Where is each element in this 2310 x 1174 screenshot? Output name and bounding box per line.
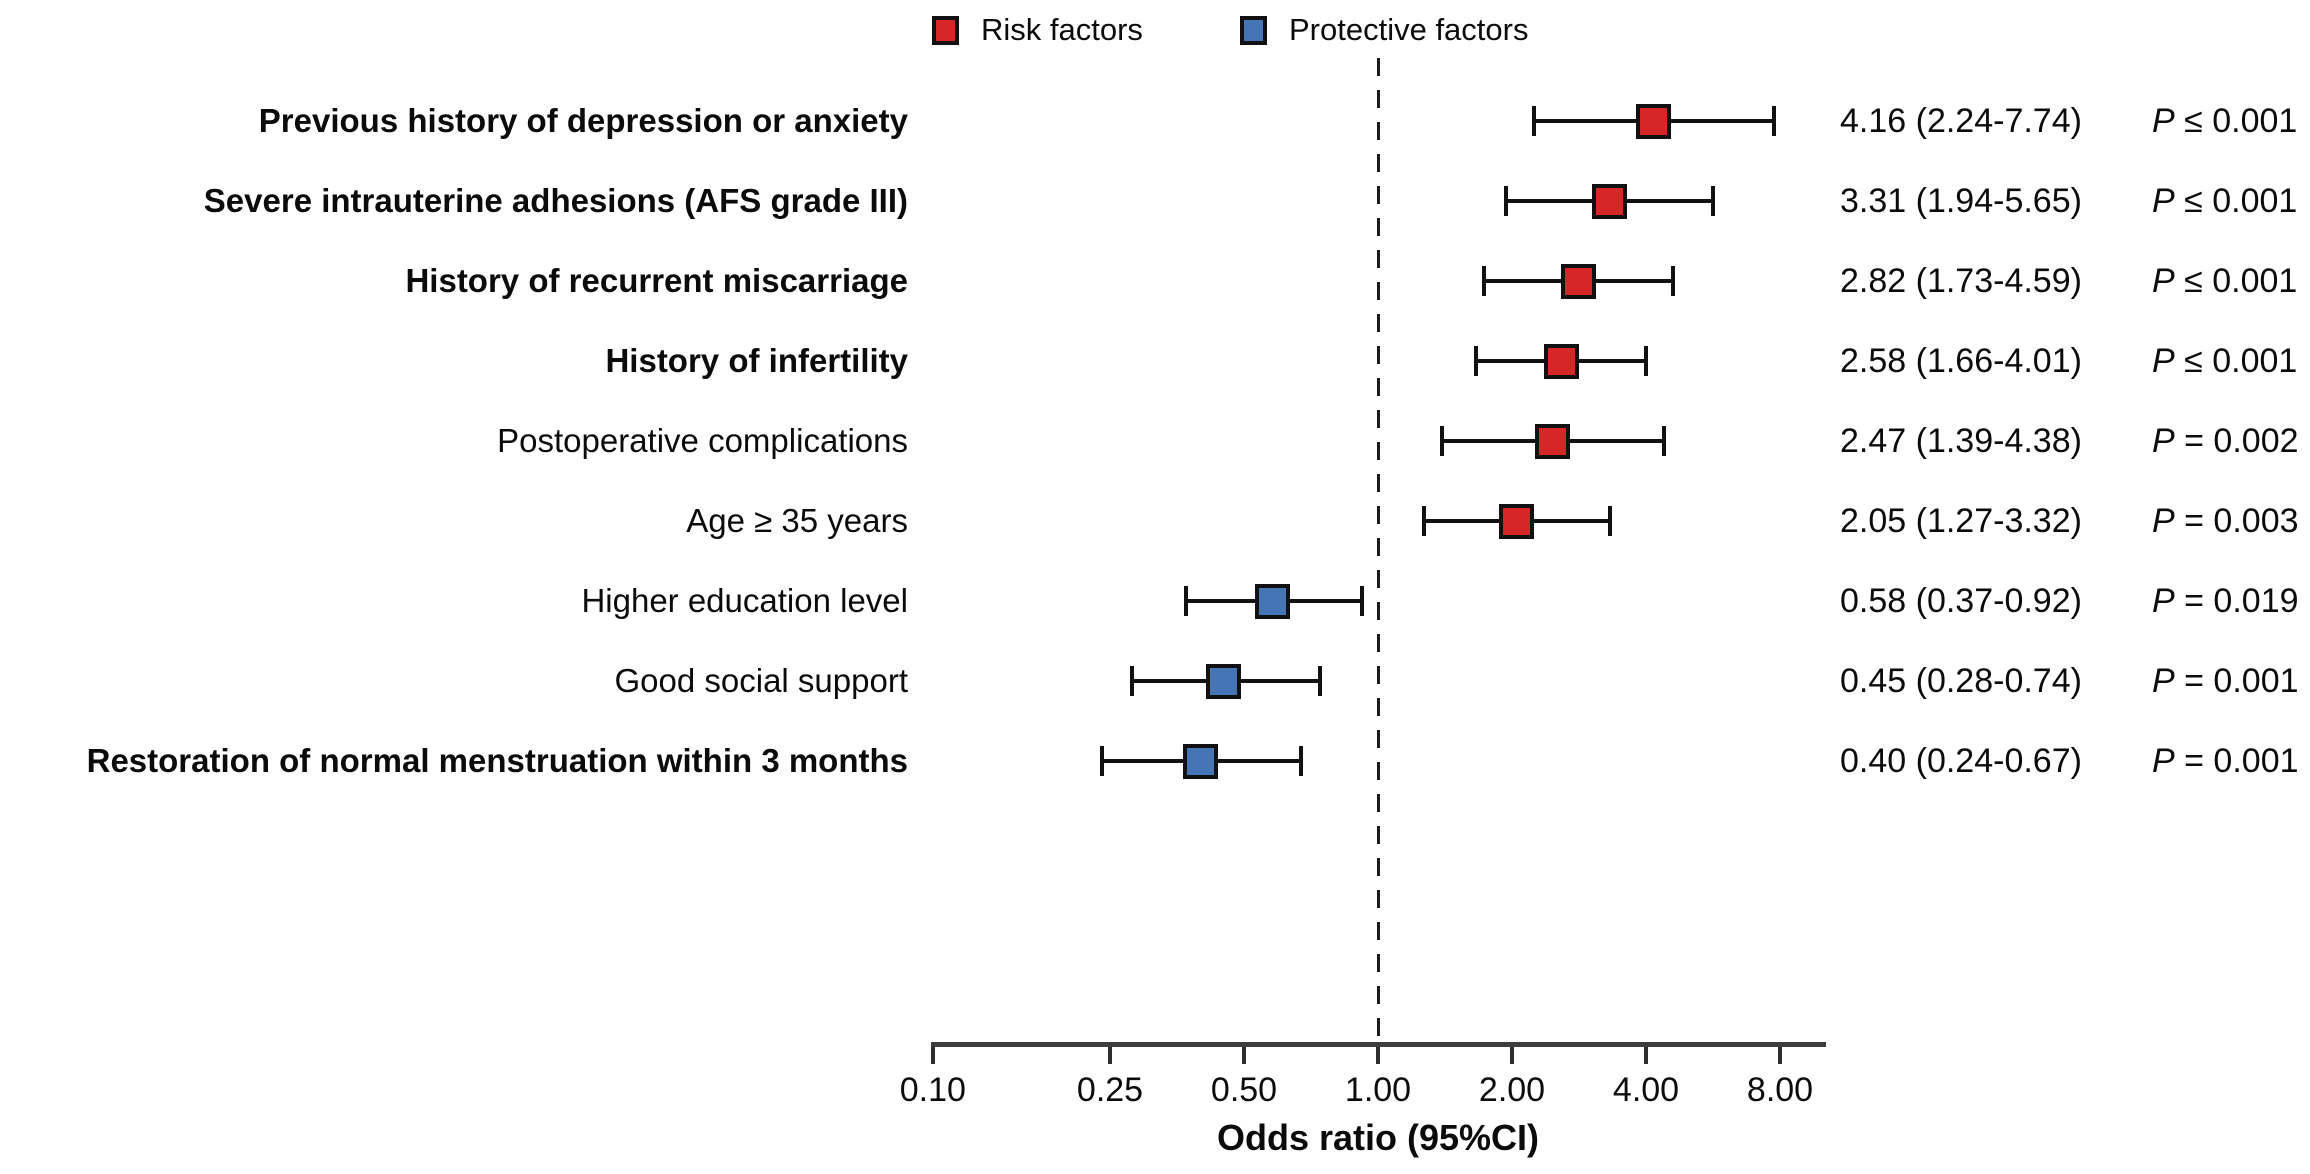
or-marker: [1560, 263, 1596, 299]
p-value: P = 0.002: [2152, 422, 2299, 460]
row-label: Previous history of depression or anxiet…: [258, 102, 908, 139]
estimate-value: 0.40 (0.24-0.67): [1840, 742, 2082, 780]
or-marker: [1591, 183, 1627, 219]
p-symbol: P: [2152, 582, 2175, 620]
or-marker: [1636, 103, 1672, 139]
estimate-value: 2.58 (1.66-4.01): [1840, 342, 2082, 380]
p-value: P = 0.001: [2152, 742, 2299, 780]
ci-cap-right: [1317, 666, 1322, 696]
ci-cap-right: [1710, 186, 1715, 216]
axis-tick-label: 8.00: [1746, 1071, 1814, 1109]
ci-cap-left: [1531, 106, 1536, 136]
estimate-value: 3.31 (1.94-5.65): [1840, 182, 2082, 220]
p-symbol: P: [2152, 262, 2175, 300]
estimate-value: 0.58 (0.37-0.92): [1840, 582, 2082, 620]
ci-cap-right: [1359, 586, 1364, 616]
p-value: P ≤ 0.001: [2152, 182, 2298, 220]
ci-cap-left: [1439, 426, 1444, 456]
estimate-value: 2.82 (1.73-4.59): [1840, 262, 2082, 300]
p-value: P = 0.003: [2152, 502, 2299, 540]
p-symbol: P: [2152, 422, 2175, 460]
row-label: Good social support: [614, 662, 908, 699]
ci-cap-left: [1100, 746, 1105, 776]
p-value: P ≤ 0.001: [2152, 102, 2298, 140]
axis-tick-label: 2.00: [1478, 1071, 1546, 1109]
axis-tick: [1242, 1047, 1246, 1064]
axis-tick-label: 1.00: [1344, 1071, 1412, 1109]
p-value: P ≤ 0.001: [2152, 262, 2298, 300]
row-label: History of recurrent miscarriage: [405, 262, 908, 299]
axis-tick-label: 0.25: [1076, 1071, 1144, 1109]
risk-factors-swatch-icon: [932, 15, 959, 45]
axis-tick: [1510, 1047, 1514, 1064]
ci-cap-left: [1183, 586, 1188, 616]
axis-tick-label: 0.10: [899, 1071, 966, 1109]
p-symbol: P: [2152, 102, 2175, 140]
axis-tick: [930, 1047, 935, 1064]
p-symbol: P: [2152, 742, 2175, 780]
p-symbol: P: [2152, 342, 2175, 380]
p-value: P ≤ 0.001: [2152, 342, 2298, 380]
x-axis-line: [931, 1042, 1826, 1047]
ci-cap-right: [1771, 106, 1776, 136]
row-label: Higher education level: [581, 582, 908, 619]
ci-cap-right: [1298, 746, 1303, 776]
axis-tick: [1644, 1047, 1648, 1064]
p-value: P = 0.019: [2152, 582, 2299, 620]
estimate-value: 4.16 (2.24-7.74): [1840, 102, 2082, 140]
legend-item-risk: Risk factors: [932, 10, 1143, 50]
row-label: Restoration of normal menstruation withi…: [86, 742, 908, 779]
ci-cap-left: [1473, 346, 1478, 376]
or-marker: [1206, 663, 1242, 699]
p-symbol: P: [2152, 182, 2175, 220]
reference-line-or-1: [1377, 58, 1380, 1042]
row-label: Age ≥ 35 years: [686, 502, 908, 539]
row-label: History of infertility: [605, 342, 908, 379]
legend-item-protective: Protective factors: [1240, 10, 1528, 50]
or-marker: [1499, 503, 1535, 539]
axis-tick-label: 4.00: [1612, 1071, 1680, 1109]
axis-tick: [1108, 1047, 1112, 1064]
row-label: Severe intrauterine adhesions (AFS grade…: [203, 182, 908, 219]
estimate-value: 2.05 (1.27-3.32): [1840, 502, 2082, 540]
row-label: Postoperative complications: [497, 422, 908, 459]
legend-label-risk: Risk factors: [981, 12, 1143, 47]
ci-cap-right: [1607, 506, 1612, 536]
ci-cap-right: [1661, 426, 1666, 456]
or-marker: [1255, 583, 1291, 619]
ci-cap-left: [1504, 186, 1509, 216]
axis-tick: [1376, 1047, 1380, 1064]
axis-tick-label: 0.50: [1210, 1071, 1278, 1109]
p-symbol: P: [2152, 662, 2175, 700]
p-value: P = 0.001: [2152, 662, 2299, 700]
ci-cap-left: [1129, 666, 1134, 696]
ci-cap-left: [1422, 506, 1427, 536]
or-marker: [1535, 423, 1571, 459]
p-symbol: P: [2152, 502, 2175, 540]
estimate-value: 2.47 (1.39-4.38): [1840, 422, 2082, 460]
ci-cap-right: [1644, 346, 1649, 376]
ci-cap-right: [1670, 266, 1675, 296]
x-axis-title: Odds ratio (95%CI): [1216, 1117, 1540, 1158]
axis-tick: [1778, 1047, 1782, 1064]
or-marker: [1183, 743, 1219, 779]
or-marker: [1543, 343, 1579, 379]
ci-cap-left: [1481, 266, 1486, 296]
legend-label-protective: Protective factors: [1289, 12, 1529, 47]
protective-factors-swatch-icon: [1240, 15, 1267, 45]
estimate-value: 0.45 (0.28-0.74): [1840, 662, 2082, 700]
